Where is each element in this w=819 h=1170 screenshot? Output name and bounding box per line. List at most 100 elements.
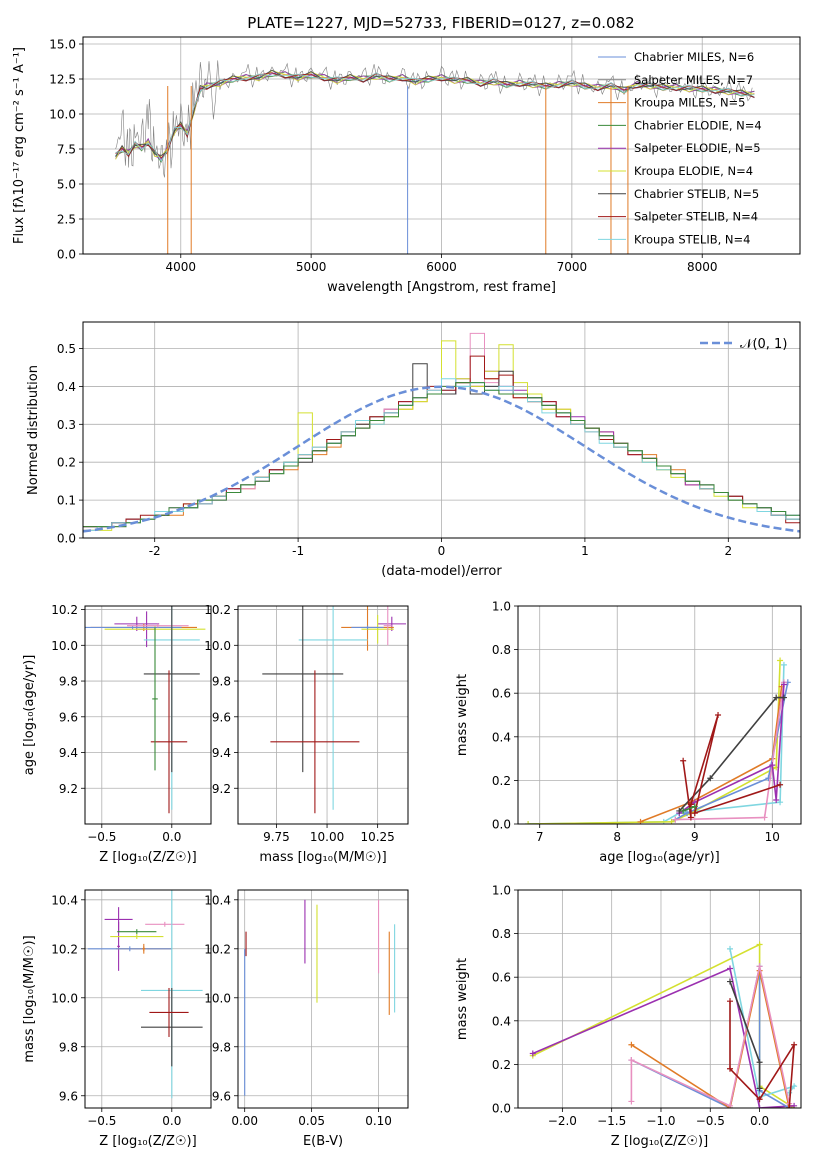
x-tick-label: 0.05 (298, 1114, 325, 1128)
y-tick-label: 0.2 (492, 774, 511, 788)
data-marker (780, 694, 787, 701)
y-tick-label: 1.0 (492, 600, 511, 614)
data-marker (777, 657, 784, 664)
y-tick-label: 9.6 (59, 710, 78, 724)
data-marker (680, 757, 687, 764)
x-axis-label: mass [log₁₀(M/M☉)] (259, 850, 386, 865)
x-tick-label: −2.0 (548, 1114, 577, 1128)
y-tick-label: 0.0 (492, 818, 511, 832)
y-tick-label: 0.2 (492, 1058, 511, 1072)
legend-entry: Chabrier ELODIE, N=4 (634, 118, 762, 132)
data-marker (727, 945, 734, 952)
axes-frame (82, 321, 801, 539)
x-tick-label: 8000 (687, 260, 718, 274)
x-tick-label: 1 (581, 544, 589, 558)
data-marker (715, 712, 722, 718)
legend-entry: Kroupa ELODIE, N=4 (634, 164, 753, 178)
x-tick-label: 8 (613, 830, 621, 844)
legend-entry: Salpeter ELODIE, N=5 (634, 141, 761, 155)
y-tick-label: 9.2 (59, 782, 78, 796)
y-axis-label: age [log₁₀(age/yr)] (22, 655, 37, 776)
x-tick-label: 0 (438, 544, 446, 558)
y-tick-label: 10.0 (51, 991, 78, 1005)
plot-area (87, 890, 203, 1099)
y-tick-label: 9.8 (212, 675, 231, 689)
x-tick-label: −0.5 (87, 1114, 116, 1128)
data-marker (756, 963, 763, 970)
data-marker (773, 797, 780, 804)
y-tick-label: 0.0 (57, 248, 76, 262)
observed-spectrum (115, 60, 753, 178)
y-axis-label: mass [log₁₀(M/M☉)] (22, 935, 37, 1062)
y-tick-label: 0.2 (57, 456, 76, 470)
y-tick-label: 9.6 (59, 1089, 78, 1103)
y-tick-label: 15.0 (49, 38, 76, 52)
x-tick-label: 7000 (557, 260, 588, 274)
panel-massweight-vs-age: 7 8 9 10 0.0 0.2 0.4 0.6 0.8 1.0 age [log₁₀(age/yr… (455, 600, 802, 865)
data-marker (672, 816, 679, 823)
y-tick-label: 9.6 (212, 1089, 231, 1103)
weight-line (682, 805, 696, 812)
axes-frame (82, 36, 801, 255)
y-tick-label: 10.2 (204, 942, 231, 956)
x-axis-label: E(B-V) (303, 1134, 343, 1149)
data-marker (529, 1050, 536, 1057)
data-marker (773, 694, 780, 701)
x-axis-label: wavelength [Angstrom, rest frame] (327, 280, 556, 295)
legend-entry: Salpeter STELIB, N=4 (634, 210, 758, 224)
y-tick-label: 9.6 (212, 710, 231, 724)
y-axis-label: mass weight (455, 674, 470, 756)
y-tick-label: 1.0 (492, 884, 511, 898)
y-tick-label: 10.4 (204, 893, 231, 907)
y-tick-label: 10.0 (204, 639, 231, 653)
panel-residuals: -2 -1 0 1 2 0.0 0.1 0.2 0.3 0.4 0.5 (data-model)/er… (26, 321, 801, 579)
legend-entry: Kroupa STELIB, N=4 (634, 232, 751, 246)
y-tick-label: 9.2 (212, 782, 231, 796)
x-tick-label: 10.00 (310, 830, 344, 844)
legend-entry: Kroupa MILES, N=5 (634, 96, 746, 110)
y-tick-label: 0.4 (492, 1014, 511, 1028)
plot-area (262, 606, 406, 814)
x-axis-label: Z [log₁₀(Z/Z☉)] (611, 1134, 708, 1149)
x-tick-label: −1.5 (597, 1114, 626, 1128)
figure-title: PLATE=1227, MJD=52733, FIBERID=0127, z=0… (247, 14, 634, 32)
x-tick-label: 0.00 (231, 1114, 258, 1128)
x-tick-label: 7 (536, 830, 544, 844)
legend-entry: 𝒩(0, 1) (740, 337, 787, 352)
data-marker (687, 801, 694, 808)
y-tick-label: 0.6 (492, 971, 511, 985)
data-marker (628, 1098, 635, 1105)
plot-area (83, 332, 800, 533)
x-tick-label: 9.75 (263, 830, 290, 844)
data-marker (727, 998, 734, 1005)
x-tick-label: -1 (292, 544, 304, 558)
panel-age-vs-mass: 9.75 10.00 10.25 9.2 9.4 9.6 9.8 10.0 10.2 mass [… (204, 603, 409, 865)
x-tick-label: 6000 (426, 260, 457, 274)
y-tick-label: 0.4 (492, 730, 511, 744)
x-tick-label: 9 (691, 830, 699, 844)
x-tick-label: 4000 (165, 260, 196, 274)
y-tick-label: 10.4 (51, 893, 78, 907)
data-marker (786, 1105, 793, 1108)
plot-area (529, 941, 798, 1108)
y-axis-label: Flux [fλ10⁻¹⁷ erg cm⁻² s⁻¹ A⁻¹] (12, 47, 27, 244)
panel-mass-vs-ebv: 0.00 0.05 0.10 9.6 9.8 10.0 10.2 10.4 E(B-V) (204, 889, 409, 1149)
axes-frame (84, 889, 212, 1109)
y-tick-label: 0.0 (492, 1102, 511, 1116)
y-tick-label: 0.3 (57, 418, 76, 432)
y-tick-label: 9.8 (212, 1040, 231, 1054)
data-marker (756, 941, 763, 948)
plot-area (85, 606, 206, 814)
plot-area (244, 899, 396, 1096)
y-axis-label: Normed distribution (26, 365, 41, 495)
x-tick-label: 0.10 (365, 1114, 392, 1128)
y-tick-label: 0.1 (57, 494, 76, 508)
weight-line (528, 660, 781, 824)
data-marker (780, 661, 787, 668)
x-tick-label: -2 (149, 544, 161, 558)
y-tick-label: 9.4 (212, 746, 231, 760)
x-tick-label: 0.0 (162, 830, 181, 844)
x-tick-label: 10.25 (360, 830, 394, 844)
x-axis-label: (data-model)/error (381, 564, 502, 579)
